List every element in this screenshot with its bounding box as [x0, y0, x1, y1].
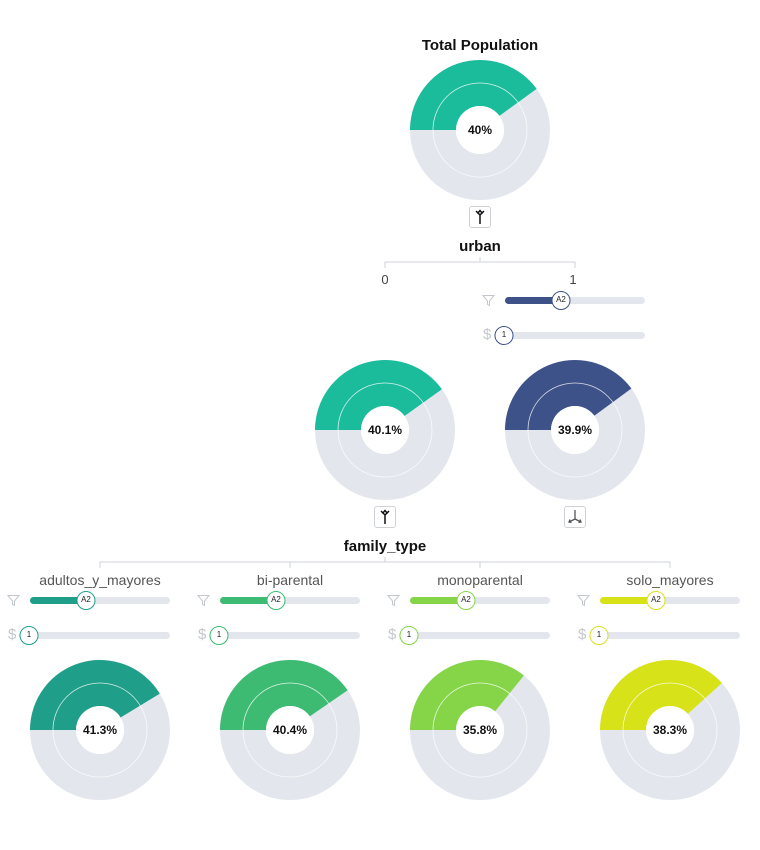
filter-slider-fill [30, 597, 86, 604]
dollar-icon: $ [198, 626, 207, 643]
cost-slider-urban-1[interactable]: 1 [494, 326, 645, 345]
donut-value-arc [220, 660, 348, 730]
donut-svg [410, 660, 550, 800]
donut-value-arc [315, 360, 442, 430]
root-title: Total Population [421, 37, 539, 54]
donut-hole [76, 706, 124, 754]
donut-svg [600, 660, 740, 800]
filter-slider-knob[interactable]: A2 [266, 591, 286, 610]
donut-urban-1[interactable]: 39.9% [505, 360, 645, 505]
filter-slider-2[interactable]: A2 [410, 591, 550, 610]
category-label-1: 1 [569, 272, 577, 287]
filter-icon [197, 594, 210, 607]
merge-button-urban-0[interactable] [374, 506, 396, 528]
cost-slider-knob[interactable]: 1 [19, 626, 39, 645]
filter-icon [387, 594, 400, 607]
donut-inner-guide [432, 682, 528, 778]
donut-svg [220, 660, 360, 800]
donut-value-label: 39.9% [557, 423, 593, 437]
donut-inner-guide [527, 382, 623, 478]
cost-slider-knob[interactable]: 1 [209, 626, 229, 645]
donut-value-arc [600, 660, 722, 730]
cost-slider-0[interactable]: 1 [19, 626, 170, 645]
filter-slider-knob[interactable]: A2 [551, 291, 571, 310]
cost-slider-3[interactable]: 1 [589, 626, 740, 645]
dollar-icon: $ [578, 626, 587, 643]
filter-slider-fill [600, 597, 656, 604]
donut-root[interactable]: 40% [410, 60, 550, 205]
donut-hole [551, 406, 599, 454]
donut-inner-guide [622, 682, 718, 778]
filter-slider-knob[interactable]: A2 [76, 591, 96, 610]
donut-svg [30, 660, 170, 800]
filter-slider-fill [410, 597, 466, 604]
filter-slider-knob[interactable]: A2 [646, 591, 666, 610]
cost-slider-knob[interactable]: 1 [589, 626, 609, 645]
donut-value-arc [505, 360, 632, 430]
cost-slider-2[interactable]: 1 [399, 626, 550, 645]
cost-slider-1[interactable]: 1 [209, 626, 360, 645]
filter-slider-0[interactable]: A2 [30, 591, 170, 610]
donut-value-arc [30, 660, 160, 730]
filter-slider-3[interactable]: A2 [600, 591, 740, 610]
donut-value-label: 41.3% [82, 723, 118, 737]
category-label-2: monoparental [437, 572, 523, 588]
category-label-0: 0 [381, 272, 389, 287]
split-button-urban-1[interactable] [564, 506, 586, 528]
filter-icon [7, 594, 20, 607]
donut-hole [456, 706, 504, 754]
filter-slider-1[interactable]: A2 [220, 591, 360, 610]
donut-family-type-0[interactable]: 41.3% [30, 660, 170, 805]
donut-inner-guide [52, 682, 148, 778]
donut-value-label: 38.3% [652, 723, 688, 737]
donut-value-label: 35.8% [462, 723, 498, 737]
cost-slider-knob[interactable]: 1 [494, 326, 514, 345]
dollar-icon: $ [8, 626, 17, 643]
donut-value-label: 40.1% [367, 423, 403, 437]
filter-slider-urban-1[interactable]: A2 [505, 291, 645, 310]
donut-hole [266, 706, 314, 754]
donut-value-label: 40.4% [272, 723, 308, 737]
filter-slider-fill [505, 297, 561, 304]
filter-slider-knob[interactable]: A2 [456, 591, 476, 610]
donut-urban-0[interactable]: 40.1% [315, 360, 455, 505]
category-label-1: bi-parental [256, 572, 324, 588]
split-arrows-icon [568, 510, 582, 524]
cost-slider-knob[interactable]: 1 [399, 626, 419, 645]
donut-svg [315, 360, 455, 500]
donut-inner-guide [337, 382, 433, 478]
filter-icon [577, 594, 590, 607]
donut-value-arc [410, 660, 524, 730]
donut-svg [410, 60, 550, 200]
donut-inner-guide [432, 82, 528, 178]
merge-arrows-icon [475, 209, 485, 224]
donut-svg [505, 360, 645, 500]
variable-title-family-type: family_type [343, 538, 427, 555]
merge-button-root[interactable] [469, 206, 491, 228]
donut-hole [456, 106, 504, 154]
donut-hole [646, 706, 694, 754]
variable-title-urban: urban [459, 238, 501, 255]
category-label-3: solo_mayores [626, 572, 714, 588]
donut-family-type-3[interactable]: 38.3% [600, 660, 740, 805]
donut-value-label: 40% [467, 123, 493, 137]
donut-family-type-1[interactable]: 40.4% [220, 660, 360, 805]
donut-hole [361, 406, 409, 454]
donut-family-type-2[interactable]: 35.8% [410, 660, 550, 805]
donut-inner-guide [242, 682, 338, 778]
dollar-icon: $ [483, 326, 492, 343]
filter-slider-fill [220, 597, 276, 604]
merge-arrows-icon [380, 509, 390, 524]
donut-value-arc [410, 60, 537, 130]
filter-icon [482, 294, 495, 307]
category-label-0: adultos_y_mayores [39, 572, 161, 588]
dollar-icon: $ [388, 626, 397, 643]
